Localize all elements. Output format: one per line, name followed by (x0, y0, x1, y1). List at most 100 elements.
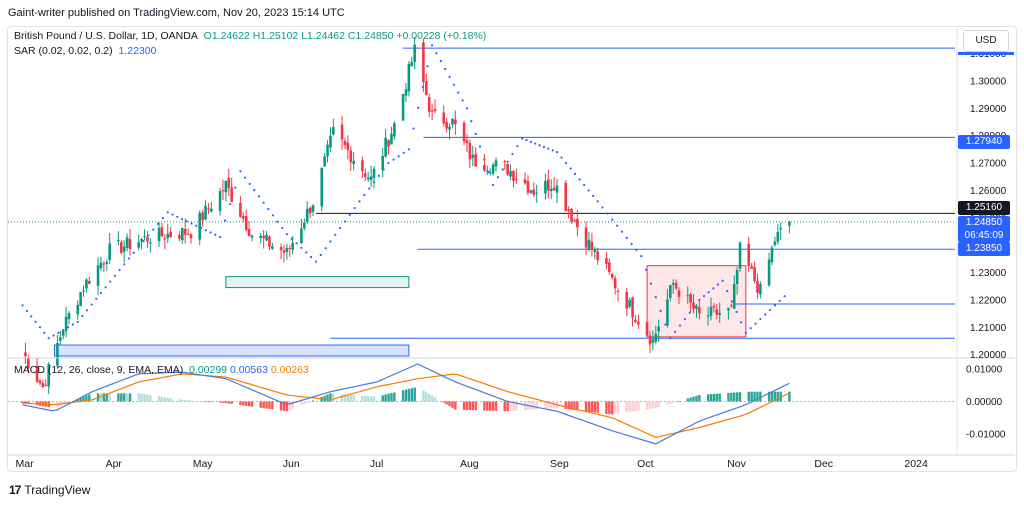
candle-body (648, 335, 652, 345)
sar-dot (253, 189, 256, 192)
currency-button[interactable]: USD (963, 30, 1009, 52)
candle-body (587, 239, 591, 250)
sar-dot (52, 334, 55, 337)
candle-body (288, 248, 292, 250)
macd-histogram-bar (88, 394, 91, 402)
candle-body (180, 228, 184, 241)
sar-dot (214, 233, 217, 236)
sar-dot (180, 217, 184, 221)
candle-body (38, 380, 42, 384)
candle-body (67, 312, 71, 320)
macd-histogram-bar (285, 401, 289, 412)
macd-histogram-bar (442, 401, 445, 403)
macd-histogram-bar (767, 391, 771, 402)
macd-histogram-bar (204, 401, 207, 403)
candle-body (119, 242, 123, 253)
candle-body (361, 160, 364, 172)
macd-histogram-bar (201, 401, 204, 402)
macd-histogram-bar (24, 401, 27, 404)
macd-histogram-bar (218, 401, 222, 403)
macd-histogram-bar (544, 401, 547, 409)
macd-histogram-bar (239, 401, 242, 406)
open-value: O1.24622 (203, 30, 250, 42)
candle-body (227, 177, 231, 188)
sar-dot (606, 212, 609, 215)
macd-legend[interactable]: MACD (12, 26, close, 9, EMA, EMA) 0.0029… (14, 364, 309, 376)
candle-body (651, 339, 655, 343)
candle-body (239, 202, 242, 217)
candle-body (140, 239, 143, 242)
macd-line (22, 363, 790, 445)
macd-histogram-bar (410, 388, 413, 402)
candle-body (535, 192, 538, 194)
macd-histogram-bar (471, 401, 474, 411)
macd-histogram-bar (433, 397, 437, 402)
symbol-legend[interactable]: British Pound / U.S. Dollar, 1D, OANDA O… (14, 30, 486, 42)
macd-histogram-bar (146, 394, 149, 402)
candle-body (488, 172, 492, 174)
candle-body (108, 243, 111, 260)
macd-histogram-bar (547, 401, 550, 409)
candle-body (576, 218, 579, 228)
sar-dot (243, 176, 247, 179)
candle-body (730, 305, 733, 307)
price-tick-label: 1.27000 (970, 159, 1007, 170)
change-value: +0.00228 (+0.18%) (396, 30, 487, 42)
candle-body (462, 122, 466, 142)
macd-histogram-bar (242, 401, 245, 406)
macd-histogram-bar (587, 401, 591, 412)
macd-histogram-bar (85, 395, 88, 402)
macd-histogram-bar (343, 394, 347, 402)
sar-dot (730, 300, 734, 303)
macd-histogram-bar (425, 392, 428, 402)
sar-dot (66, 326, 70, 329)
candle-body (268, 236, 271, 247)
sar-dot (104, 286, 107, 289)
candle-body (727, 308, 730, 311)
macd-histogram-bar (750, 391, 753, 402)
macd-histogram-bar (291, 401, 294, 409)
macd-histogram-bar (268, 401, 271, 409)
candle-body (610, 273, 614, 278)
sar-dot (377, 174, 380, 177)
candle-body (407, 63, 411, 92)
candle-body (189, 234, 193, 239)
sar-dot (740, 321, 743, 324)
candle-body (102, 263, 106, 265)
macd-histogram-bar (613, 401, 617, 415)
sar-dot (43, 331, 46, 334)
sar-dot (234, 186, 237, 189)
macd-histogram-bar (666, 401, 669, 405)
macd-histogram-bar (361, 395, 364, 402)
candle-body (250, 235, 254, 238)
candle-body (390, 133, 393, 145)
tradingview-logo[interactable]: 17 TradingView (9, 483, 90, 497)
candle-body (271, 246, 274, 249)
macd-histogram-bar (300, 401, 303, 406)
macd-histogram-bar (306, 401, 309, 403)
candle-body (303, 223, 306, 229)
candle-body (401, 94, 405, 121)
macd-histogram-bar (715, 393, 718, 402)
candle-body (674, 282, 678, 289)
sar-dot (625, 236, 628, 239)
macd-histogram-bar (454, 401, 457, 410)
candle-body (773, 241, 777, 246)
sar-legend[interactable]: SAR (0.02, 0.02, 0.2) 1.22300 (14, 45, 156, 57)
sar-dot (712, 287, 715, 290)
sar-dot (358, 200, 361, 203)
publish-text: Gaint-writer published on TradingView.co… (8, 7, 345, 19)
macd-hist-value: 0.00299 (189, 364, 228, 376)
macd-histogram-bar (532, 401, 535, 410)
macd-histogram-bar (486, 401, 489, 411)
sar-dot (470, 119, 473, 123)
sar-dot (645, 268, 648, 271)
sar-dot (452, 83, 456, 86)
candle-body (506, 163, 509, 175)
macd-histogram-bar (727, 392, 730, 402)
sar-dot (448, 75, 451, 78)
candle-body (692, 302, 695, 310)
candle-body (279, 246, 283, 251)
high-value: H1.25102 (252, 30, 299, 42)
